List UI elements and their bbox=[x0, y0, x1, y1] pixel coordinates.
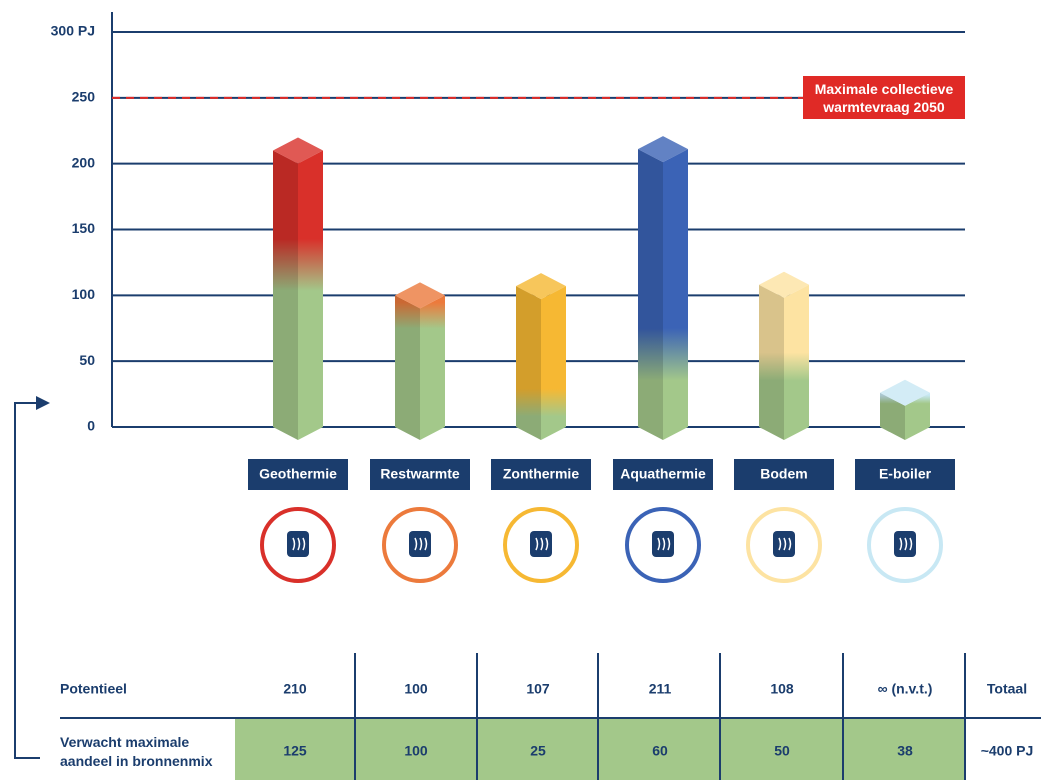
arrow-head bbox=[36, 396, 50, 410]
category-label: Bodem bbox=[760, 466, 807, 482]
category-box bbox=[491, 459, 591, 490]
table-cell: 38 bbox=[897, 743, 913, 759]
bar-top-light bbox=[638, 136, 688, 163]
row-label: Potentieel bbox=[60, 681, 127, 697]
icon-detail bbox=[535, 537, 549, 551]
icon bbox=[894, 531, 916, 557]
bar-front bbox=[273, 150, 298, 440]
bar-shade bbox=[516, 286, 541, 440]
bar-side bbox=[298, 150, 323, 440]
category-label: Aquathermie bbox=[620, 466, 706, 482]
bar-front bbox=[516, 286, 541, 440]
bar-top bbox=[516, 273, 566, 300]
category-box bbox=[613, 459, 713, 490]
category-box bbox=[370, 459, 470, 490]
category-box bbox=[855, 459, 955, 490]
bar-side bbox=[663, 149, 688, 440]
y-tick-label: 250 bbox=[72, 89, 96, 105]
bar-top bbox=[273, 137, 323, 164]
y-tick-label: 50 bbox=[79, 352, 95, 368]
bar-top-light bbox=[880, 379, 930, 406]
bar-front bbox=[759, 284, 784, 440]
bar-shade bbox=[880, 392, 905, 440]
table-total: Totaal bbox=[987, 681, 1027, 697]
table-cell: 60 bbox=[652, 743, 668, 759]
bar-shade bbox=[395, 295, 420, 440]
row-label: Verwacht maximale aandeel in bronnenmix bbox=[60, 734, 213, 769]
y-tick-label: 100 bbox=[72, 286, 96, 302]
bar-side bbox=[784, 284, 809, 440]
bar-side bbox=[541, 286, 566, 440]
bar-side bbox=[905, 392, 930, 440]
table-cell: 125 bbox=[283, 743, 307, 759]
bar-top bbox=[395, 282, 445, 309]
category-label: Restwarmte bbox=[380, 466, 460, 482]
table-cell: ∞ (n.v.t.) bbox=[878, 681, 933, 697]
bar-top-light bbox=[759, 271, 809, 298]
table-highlight bbox=[235, 718, 965, 780]
bar-top-light bbox=[516, 273, 566, 300]
icon bbox=[530, 531, 552, 557]
table-cell: 210 bbox=[283, 681, 307, 697]
table-cell: 107 bbox=[526, 681, 550, 697]
row-label-line: Verwacht maximale bbox=[60, 734, 189, 750]
y-tick-label: 200 bbox=[72, 154, 96, 170]
bar-front bbox=[395, 295, 420, 440]
bar-shade bbox=[759, 284, 784, 440]
category-box bbox=[248, 459, 348, 490]
category-label: Geothermie bbox=[259, 466, 337, 482]
table-cell: 25 bbox=[530, 743, 546, 759]
table-total: ~400 PJ bbox=[981, 743, 1034, 759]
row-label-line: aandeel in bronnenmix bbox=[60, 753, 213, 769]
icon bbox=[287, 531, 309, 557]
category-box bbox=[734, 459, 834, 490]
icon bbox=[652, 531, 674, 557]
icon bbox=[409, 531, 431, 557]
reference-label: Maximale collectieve warmtevraag 2050 bbox=[803, 76, 965, 119]
category-label: Zonthermie bbox=[503, 466, 579, 482]
bar-front bbox=[880, 392, 905, 440]
bar-top bbox=[880, 379, 930, 406]
bar-top bbox=[759, 271, 809, 298]
y-tick-label: 300 PJ bbox=[51, 23, 95, 39]
table-cell: 108 bbox=[770, 681, 794, 697]
bar-side bbox=[420, 295, 445, 440]
icon-detail bbox=[657, 537, 671, 551]
icon-detail bbox=[292, 537, 306, 551]
table-cell: 50 bbox=[774, 743, 790, 759]
y-tick-label: 0 bbox=[87, 418, 95, 434]
icon-detail bbox=[778, 537, 792, 551]
bar-shade bbox=[638, 149, 663, 440]
table-cell: 100 bbox=[404, 743, 428, 759]
bar-top-light bbox=[273, 137, 323, 164]
table-cell: 100 bbox=[404, 681, 428, 697]
bar-top-light bbox=[395, 282, 445, 309]
category-label: E-boiler bbox=[879, 466, 932, 482]
table-cell: 211 bbox=[649, 681, 672, 697]
icon-detail bbox=[899, 537, 913, 551]
bracket bbox=[14, 402, 40, 759]
icon-detail bbox=[414, 537, 428, 551]
y-tick-label: 150 bbox=[72, 220, 96, 236]
bar-shade bbox=[273, 150, 298, 440]
bar-top bbox=[638, 136, 688, 163]
bar-front bbox=[638, 149, 663, 440]
icon bbox=[773, 531, 795, 557]
